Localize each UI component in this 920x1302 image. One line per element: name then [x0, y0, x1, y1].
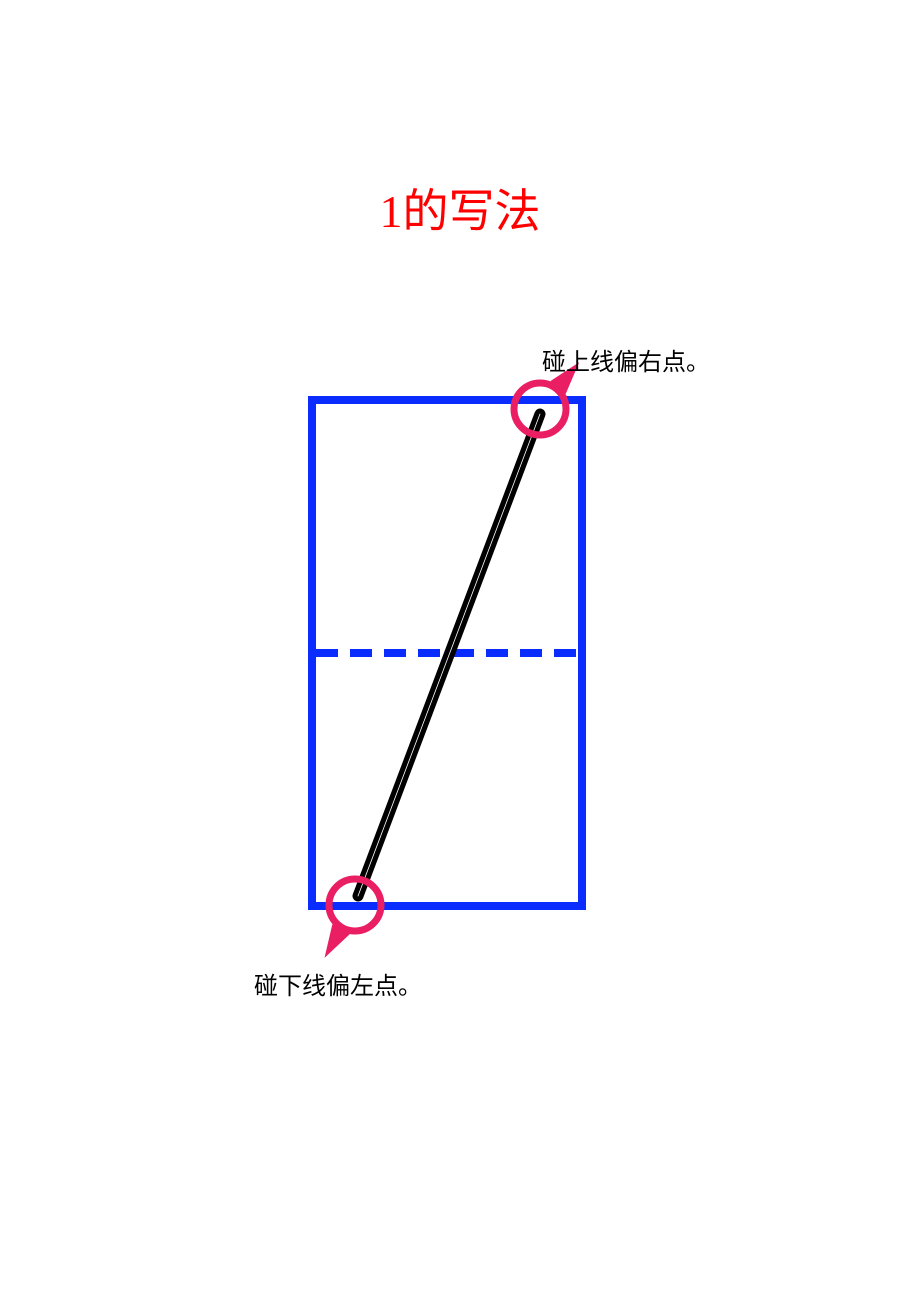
annotation-bottom: 碰下线偏左点。: [254, 966, 422, 1001]
annotation-top: 碰上线偏右点。: [542, 342, 710, 377]
page: 1的写法 碰上线偏右点。 碰下线偏左点。: [0, 0, 920, 1302]
writing-diagram: [0, 0, 920, 1302]
